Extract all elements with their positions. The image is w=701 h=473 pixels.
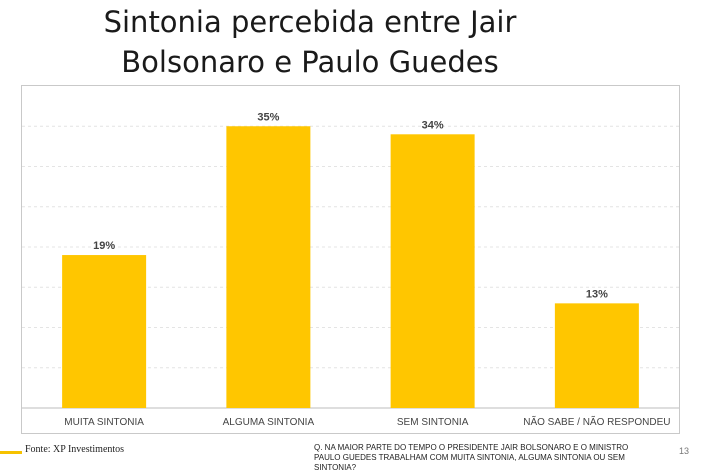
- bar-4: [554, 303, 639, 408]
- category-label-4: NÃO SABE / NÃO RESPONDEU: [523, 415, 670, 428]
- bar-3: [390, 134, 475, 409]
- source-note: Fonte: XP Investimentos: [25, 444, 125, 455]
- title-line-1: Sintonia percebida entre Jair: [103, 5, 517, 39]
- footer-accent-line: [0, 451, 22, 454]
- title-line-2: Bolsonaro e Paulo Guedes: [121, 45, 499, 79]
- category-label-2: ALGUMA SINTONIA: [223, 417, 315, 428]
- bar-1: [62, 255, 147, 408]
- data-label-2: 35%: [257, 111, 279, 123]
- chart-frame: 19% MUITA SINTONIA 35% ALGUMA SINTONIA 34% SE…: [21, 85, 680, 434]
- bar-chart: 19% MUITA SINTONIA 35% ALGUMA SINTONIA 34% SE…: [22, 111, 679, 428]
- data-label-3: 34%: [422, 119, 444, 131]
- bar-2: [226, 126, 311, 408]
- data-label-4: 13%: [586, 288, 608, 300]
- data-label-1: 19%: [93, 240, 115, 252]
- chart-title: Sintonia percebida entre Jair Bolsonaro …: [0, 2, 620, 82]
- survey-question: Q. NA MAIOR PARTE DO TEMPO O PRESIDENTE …: [314, 443, 629, 472]
- category-label-3: SEM SINTONIA: [397, 417, 469, 428]
- category-label-1: MUITA SINTONIA: [64, 417, 144, 428]
- page-number: 13: [679, 446, 690, 456]
